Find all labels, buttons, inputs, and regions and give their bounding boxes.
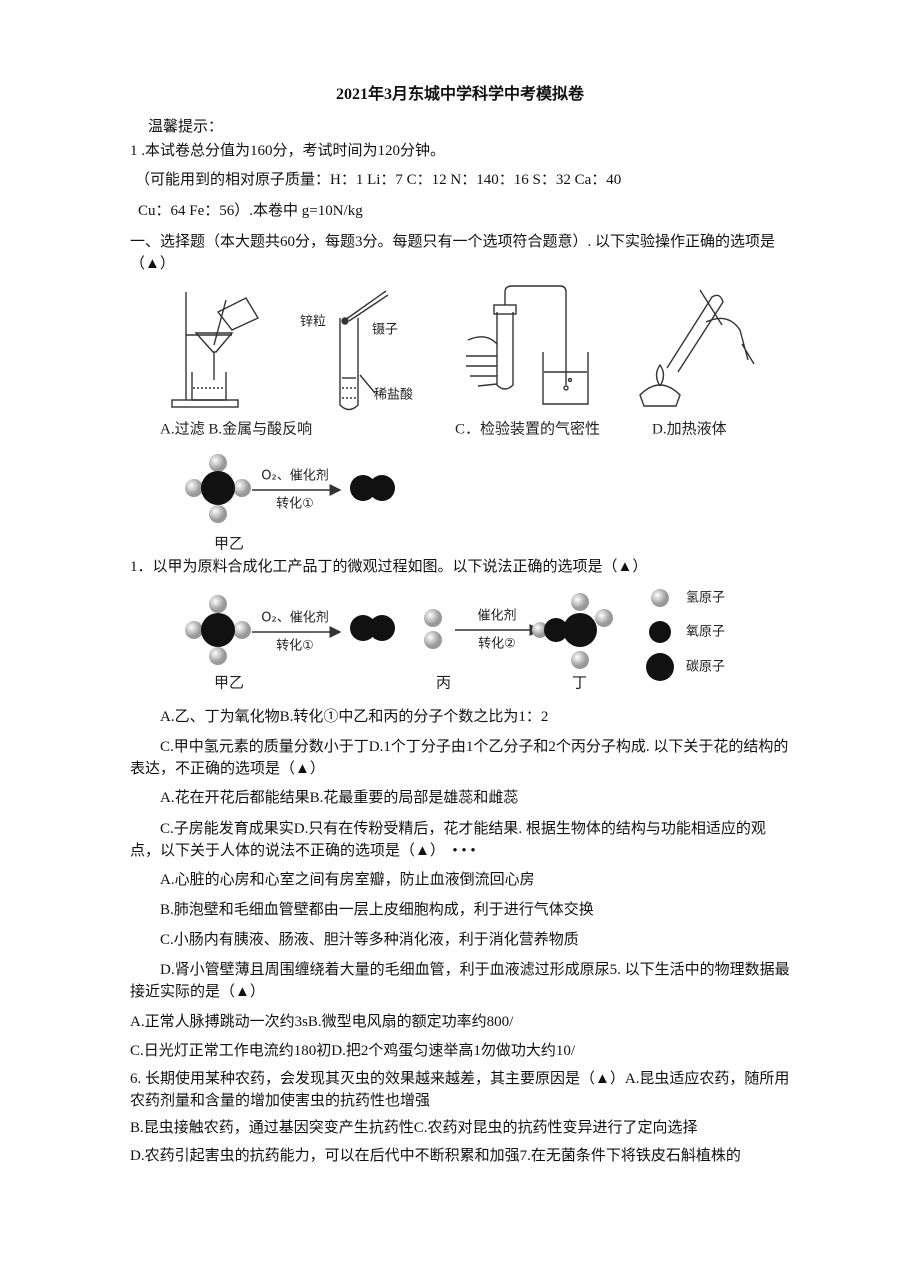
paragraph: C.日光灯正常工作电流约180初D.把2个鸡蛋匀速举高1勿做功大约10/ <box>130 1043 576 1059</box>
caption: 甲乙 <box>214 536 244 552</box>
caption: D.加热液体 <box>652 420 727 437</box>
notice-line: 1 .本试卷总分值为160分，考试时间为120分钟。 <box>130 143 446 159</box>
label-tweezers: 镊子 <box>372 323 398 338</box>
reagent: 催化剂 <box>477 609 516 624</box>
paragraph: A.心脏的心房和心室之间有房室瓣，防止血液倒流回心房 <box>160 872 535 888</box>
notice-line: （可能用到的相对原子质量：H：1 Li：7 C：12 N：140：16 S：32… <box>135 172 622 188</box>
caption: 甲乙 <box>214 675 244 691</box>
question: 1．以甲为原料合成化工产品丁的微观过程如图。以下说法正确的选项是（▲） <box>130 559 648 575</box>
atom <box>369 475 395 501</box>
molecule-ch3oh <box>532 593 613 669</box>
apparatus <box>171 285 755 411</box>
molecule-ch4 <box>185 595 251 665</box>
caption: 丁 <box>572 675 587 691</box>
atom <box>424 631 442 649</box>
atom <box>424 609 442 627</box>
atom <box>350 615 376 641</box>
atom <box>369 615 395 641</box>
legend-o <box>649 621 671 643</box>
label-zinc: 锌粒 <box>300 315 326 330</box>
legend-h <box>651 589 669 607</box>
paragraph: A.正常人脉搏跳动一次约3sB.微型电风扇的额定功率约800/ <box>130 1014 514 1030</box>
label-acid: 稀盐酸 <box>374 388 413 403</box>
title: 2021年3月东城中学科学中考模拟卷 <box>335 86 584 103</box>
reagent: O₂、催化剂 <box>261 611 328 626</box>
step: 转化① <box>276 497 314 512</box>
caption: A.过滤 B.金属与酸反响 <box>160 420 312 437</box>
paragraph: D.肾小管壁薄且周围缠绕着大量的毛细血管，利于血液滤过形成原尿5. 以下生活中的… <box>130 962 790 1000</box>
section-heading: 一、选择题（本大题共60分，每题3分。每题只有一个选项符合题意）. 以下实验操作… <box>130 234 776 272</box>
atom <box>350 475 376 501</box>
step: 转化② <box>478 637 516 652</box>
paragraph: C.甲中氢元素的质量分数小于丁D.1个丁分子由1个乙分子和2个丙分子构成. 以下… <box>130 739 789 777</box>
legend-label: 氢原子 <box>686 591 725 606</box>
legend-c <box>646 653 674 681</box>
legend-label: 碳原子 <box>686 660 725 675</box>
notice-heading: 温馨提示： <box>148 119 224 135</box>
caption: 丙 <box>436 675 451 691</box>
paragraph: B.肺泡壁和毛细血管壁都由一层上皮细胞构成，利于进行气体交换 <box>160 902 594 918</box>
paragraph: D.农药引起害虫的抗药能力，可以在后代中不断积累和加强7.在无菌条件下将铁皮石斛… <box>130 1148 741 1164</box>
notice-line: Cu：64 Fe：56）.本卷中 g=10N/kg <box>138 203 363 219</box>
legend-label: 氧原子 <box>686 625 725 640</box>
paragraph: C.子房能发育成果实D.只有在传粉受精后，花才能结果. 根据生物体的结构与功能相… <box>130 821 766 859</box>
paragraph: A.乙、丁为氧化物B.转化①中乙和丙的分子个数之比为1：2 <box>160 709 549 725</box>
step: 转化① <box>276 639 314 654</box>
caption: C．检验装置的气密性 <box>455 420 600 437</box>
paragraph: 6. 长期使用某种农药，会发现其灭虫的效果越来越差，其主要原因是（▲）A.昆虫适… <box>130 1071 790 1109</box>
paragraph: C.小肠内有胰液、肠液、胆汁等多种消化液，利于消化营养物质 <box>160 932 579 948</box>
molecule-ch4 <box>185 454 251 523</box>
paragraph: A.花在开花后都能结果B.花最重要的局部是雄蕊和雌蕊 <box>160 790 519 806</box>
paragraph: B.昆虫接触农药，通过基因突变产生抗药性C.农药对昆虫的抗药性变异进行了定向选择 <box>130 1120 698 1136</box>
reagent: O₂、催化剂 <box>261 469 328 484</box>
